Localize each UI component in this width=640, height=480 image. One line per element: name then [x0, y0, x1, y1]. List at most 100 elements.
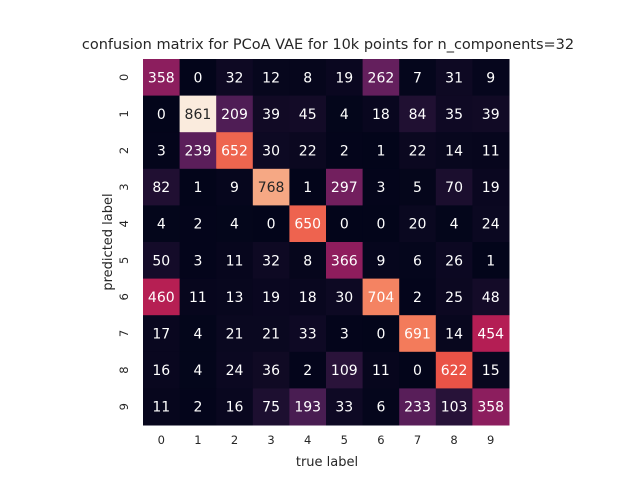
cell-value-label: 768 [258, 180, 285, 196]
cell-value-label: 48 [482, 290, 500, 306]
cell-value-label: 4 [340, 107, 349, 123]
heatmap-cell [399, 59, 437, 97]
heatmap-cell [143, 205, 181, 243]
cell-value-label: 0 [157, 107, 166, 123]
cell-value-label: 2 [303, 363, 312, 379]
cell-value-label: 650 [294, 217, 321, 233]
heatmap-cell [326, 59, 364, 97]
heatmap-cell [362, 205, 400, 243]
x-tick-label: 2 [231, 433, 238, 447]
heatmap-cell [362, 168, 400, 206]
x-tick-label: 8 [450, 433, 457, 447]
heatmap-cell [252, 242, 290, 280]
cell-value-label: 70 [445, 180, 463, 196]
cell-value-label: 17 [152, 327, 170, 343]
y-tick-label: 2 [117, 147, 131, 154]
cell-value-label: 24 [482, 217, 500, 233]
cell-value-label: 358 [148, 70, 175, 86]
heatmap-cell [252, 315, 290, 353]
heatmap-cell [289, 205, 327, 243]
cell-value-label: 103 [441, 400, 468, 416]
heatmap-cell [435, 315, 473, 353]
cell-value-label: 11 [226, 253, 244, 269]
heatmap-cell [326, 278, 364, 316]
chart-title: confusion matrix for PCoA VAE for 10k po… [82, 37, 574, 53]
cell-value-label: 22 [409, 144, 427, 160]
cell-value-label: 3 [340, 327, 349, 343]
heatmap-cell [326, 132, 364, 170]
heatmap-cell [143, 315, 181, 353]
cell-value-label: 6 [376, 400, 385, 416]
heatmap-cell [289, 315, 327, 353]
x-axis-ticks: 0 1 2 3 4 5 6 7 8 9 [158, 433, 495, 447]
heatmap-cell [143, 242, 181, 280]
cell-value-label: 297 [331, 180, 358, 196]
heatmap-cell [435, 205, 473, 243]
heatmap-cell [362, 59, 400, 97]
heatmap-cell [289, 278, 327, 316]
cell-value-label: 22 [299, 144, 317, 160]
heatmap-cell [179, 59, 217, 97]
cell-value-label: 0 [340, 217, 349, 233]
cell-value-label: 11 [152, 400, 170, 416]
heatmap-cell [289, 168, 327, 206]
y-tick-label: 7 [117, 330, 131, 337]
cell-value-label: 4 [230, 217, 239, 233]
y-tick-label: 5 [117, 257, 131, 264]
cell-value-label: 8 [303, 70, 312, 86]
heatmap-cell [326, 168, 364, 206]
cell-value-label: 84 [409, 107, 427, 123]
cell-value-label: 652 [221, 144, 248, 160]
x-tick-label: 6 [377, 433, 384, 447]
heatmap-cell [435, 168, 473, 206]
heatmap-cell [216, 59, 254, 97]
cell-value-label: 1 [303, 180, 312, 196]
heatmap-cell [326, 315, 364, 353]
heatmap-cell [472, 59, 510, 97]
cell-value-label: 20 [409, 217, 427, 233]
heatmap-cell [326, 242, 364, 280]
heatmap-cell [252, 168, 290, 206]
cell-value-label: 21 [226, 327, 244, 343]
cell-value-label: 30 [335, 290, 353, 306]
cell-value-label: 9 [486, 70, 495, 86]
heatmap-cell [472, 95, 510, 133]
cell-value-label: 193 [294, 400, 321, 416]
heatmap-cell [252, 59, 290, 97]
heatmap-cell [435, 242, 473, 280]
heatmap-cell [179, 278, 217, 316]
heatmap-cell [435, 388, 473, 426]
heatmap-cell [326, 388, 364, 426]
cell-value-label: 0 [267, 217, 276, 233]
y-tick-label: 0 [117, 74, 131, 81]
cell-value-label: 239 [185, 144, 212, 160]
cell-value-label: 4 [193, 327, 202, 343]
cell-value-label: 691 [404, 327, 431, 343]
cell-value-label: 460 [148, 290, 175, 306]
cell-value-label: 366 [331, 253, 358, 269]
cell-value-label: 4 [193, 363, 202, 379]
cell-value-label: 6 [413, 253, 422, 269]
cell-value-label: 3 [193, 253, 202, 269]
heatmap-cell [252, 278, 290, 316]
y-tick-label: 8 [117, 366, 131, 373]
heatmap-cell [399, 278, 437, 316]
heatmap-cell [399, 388, 437, 426]
cell-value-label: 18 [372, 107, 390, 123]
cell-value-label: 35 [445, 107, 463, 123]
cell-value-label: 358 [477, 400, 504, 416]
cell-value-label: 21 [262, 327, 280, 343]
cell-value-label: 19 [482, 180, 500, 196]
cell-value-label: 109 [331, 363, 358, 379]
cell-value-label: 11 [482, 144, 500, 160]
cell-value-label: 861 [185, 107, 212, 123]
heatmap-cell [252, 95, 290, 133]
cell-value-label: 25 [445, 290, 463, 306]
heatmap-cell [435, 95, 473, 133]
cell-value-label: 24 [226, 363, 244, 379]
heatmap-cell [435, 59, 473, 97]
cell-value-label: 9 [230, 180, 239, 196]
heatmap-cell [179, 315, 217, 353]
cell-value-label: 45 [299, 107, 317, 123]
